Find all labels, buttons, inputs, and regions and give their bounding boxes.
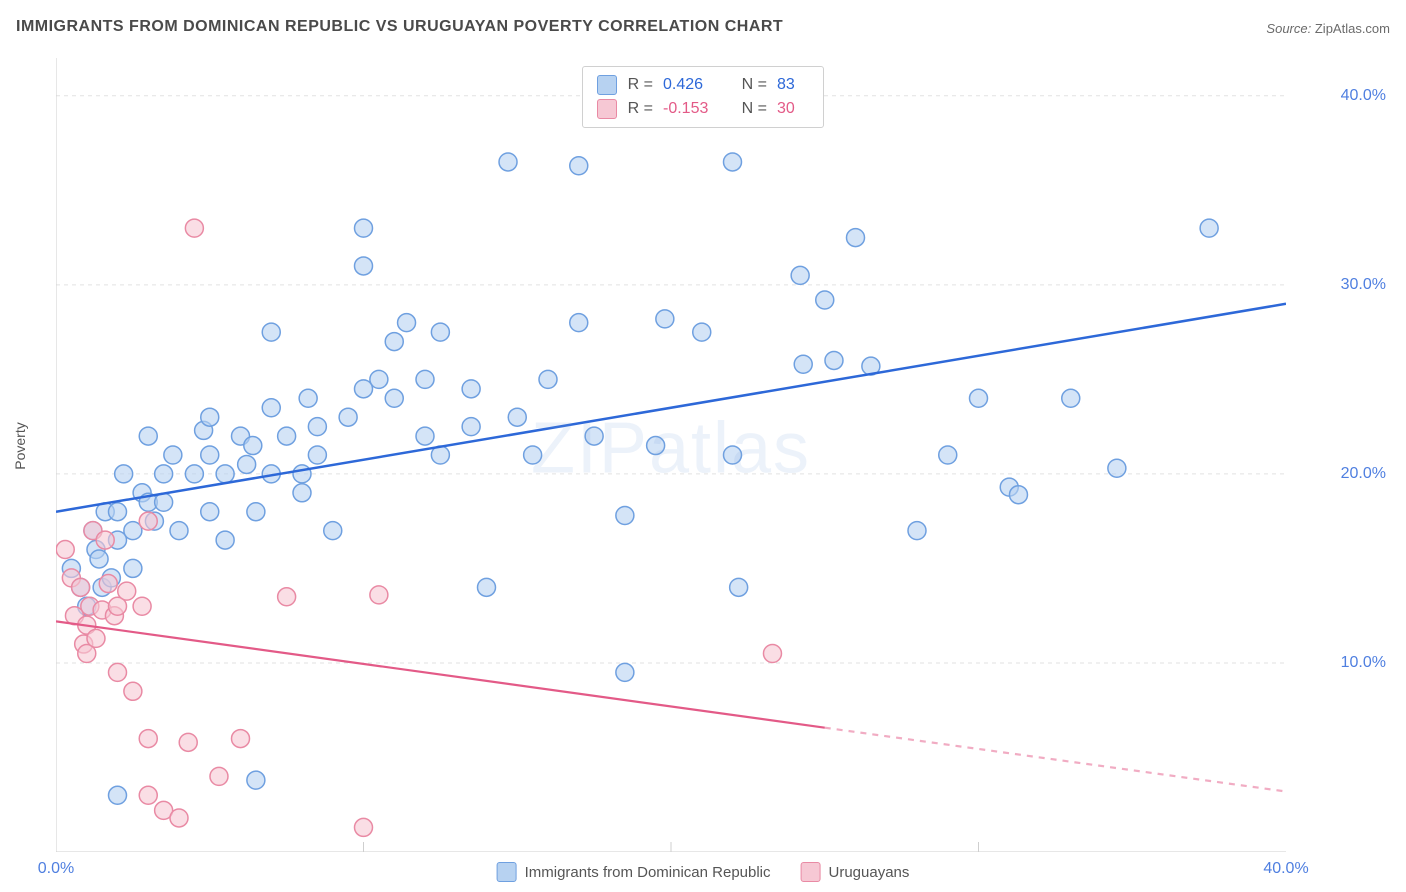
x-tick-label: 40.0% — [1263, 860, 1308, 878]
legend-swatch — [597, 99, 617, 119]
series-legend-label: Immigrants from Dominican Republic — [525, 864, 771, 881]
legend-swatch — [497, 862, 517, 882]
y-tick-label: 40.0% — [1341, 87, 1386, 105]
legend-swatch — [597, 75, 617, 95]
y-tick-label: 20.0% — [1341, 465, 1386, 483]
regression-legend-row: R =-0.153N =30 — [597, 97, 809, 121]
y-tick-labels: 10.0% 20.0% 30.0% 40.0% — [1296, 58, 1386, 852]
series-legend-item: Uruguayans — [801, 862, 910, 882]
series-legend-label: Uruguayans — [829, 864, 910, 881]
scatter-plot-svg — [56, 58, 1286, 852]
source-attribution: Source: ZipAtlas.com — [1266, 21, 1390, 36]
y-tick-label: 10.0% — [1341, 654, 1386, 672]
plot-area: ZIPatlas — [56, 58, 1286, 852]
regression-legend-row: R =0.426N =83 — [597, 73, 809, 97]
series-legend: Immigrants from Dominican Republic Urugua… — [497, 862, 910, 882]
source-label: Source: — [1266, 21, 1311, 36]
legend-swatch — [801, 862, 821, 882]
chart-title: IMMIGRANTS FROM DOMINICAN REPUBLIC VS UR… — [16, 18, 783, 36]
x-tick-label: 0.0% — [38, 860, 74, 878]
y-tick-label: 30.0% — [1341, 276, 1386, 294]
series-legend-item: Immigrants from Dominican Republic — [497, 862, 771, 882]
source-value: ZipAtlas.com — [1315, 21, 1390, 36]
y-axis-label: Poverty — [12, 422, 28, 469]
regression-legend: R =0.426N =83R =-0.153N =30 — [582, 66, 824, 128]
